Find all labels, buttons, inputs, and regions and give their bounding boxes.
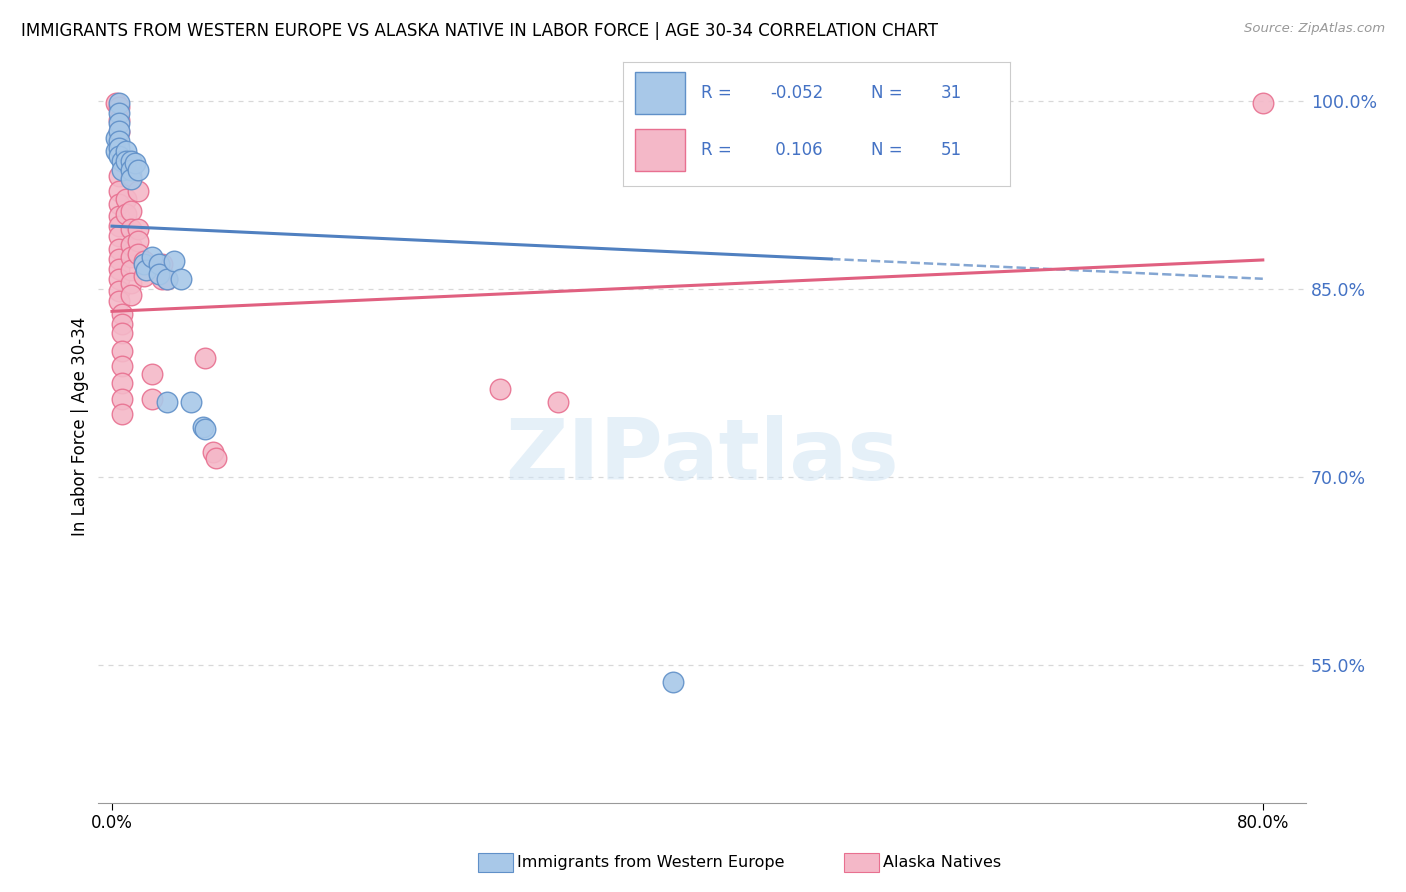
Point xyxy=(108,141,131,155)
Point xyxy=(108,116,131,130)
Point xyxy=(108,96,131,111)
Point xyxy=(108,285,131,299)
Point xyxy=(204,450,226,465)
Point xyxy=(120,288,142,302)
Point xyxy=(662,675,685,690)
Point xyxy=(111,407,134,421)
Point xyxy=(108,294,131,309)
Text: Alaska Natives: Alaska Natives xyxy=(883,855,1001,870)
Point xyxy=(120,204,142,219)
Point xyxy=(132,269,155,284)
Y-axis label: In Labor Force | Age 30-34: In Labor Force | Age 30-34 xyxy=(72,317,89,536)
Point xyxy=(127,184,149,198)
Point xyxy=(127,246,149,260)
Point xyxy=(141,251,163,265)
Point xyxy=(120,276,142,290)
Point xyxy=(108,124,131,138)
Point xyxy=(170,272,193,286)
Point xyxy=(108,261,131,276)
Point xyxy=(120,171,142,186)
Point xyxy=(115,206,138,220)
Point xyxy=(108,242,131,256)
Point xyxy=(201,444,224,458)
Point xyxy=(191,419,214,434)
Point xyxy=(111,326,134,340)
Point xyxy=(115,144,138,158)
Point xyxy=(108,106,131,120)
Point xyxy=(120,221,142,235)
Point xyxy=(108,112,131,127)
Point xyxy=(111,153,134,168)
Point xyxy=(120,162,142,177)
Point xyxy=(124,156,146,170)
Point xyxy=(108,169,131,183)
Point xyxy=(156,272,179,286)
Point xyxy=(108,209,131,223)
Point xyxy=(194,422,217,436)
Point xyxy=(120,238,142,252)
Point xyxy=(120,153,142,168)
Point xyxy=(163,254,186,268)
Point xyxy=(127,162,149,177)
Point xyxy=(108,149,131,163)
Point xyxy=(105,131,128,145)
Point xyxy=(115,153,138,168)
Point xyxy=(1251,96,1274,111)
Point xyxy=(547,394,569,409)
Point xyxy=(120,169,142,183)
Point xyxy=(111,162,134,177)
Point xyxy=(127,234,149,248)
Point xyxy=(111,317,134,331)
Point xyxy=(108,100,131,114)
Text: ZIPatlas: ZIPatlas xyxy=(505,415,898,499)
Point xyxy=(489,382,512,396)
Point xyxy=(108,125,131,139)
Text: Source: ZipAtlas.com: Source: ZipAtlas.com xyxy=(1244,22,1385,36)
Point xyxy=(120,251,142,265)
Point xyxy=(127,221,149,235)
Point xyxy=(141,392,163,406)
Point xyxy=(108,229,131,244)
Point xyxy=(105,144,128,158)
Point xyxy=(108,252,131,266)
Point xyxy=(111,307,134,321)
Point xyxy=(150,272,173,286)
Point xyxy=(105,96,128,111)
Point xyxy=(194,351,217,365)
Point xyxy=(148,267,170,281)
Point xyxy=(111,376,134,390)
Point xyxy=(141,367,163,381)
Point xyxy=(115,192,138,206)
Point xyxy=(120,263,142,277)
Point xyxy=(108,184,131,198)
Point xyxy=(132,257,155,271)
Point xyxy=(111,359,134,374)
Point xyxy=(156,272,179,286)
Point xyxy=(108,196,131,211)
Point xyxy=(108,134,131,148)
Point xyxy=(108,272,131,286)
Point xyxy=(132,254,155,268)
Point xyxy=(111,392,134,406)
Text: IMMIGRANTS FROM WESTERN EUROPE VS ALASKA NATIVE IN LABOR FORCE | AGE 30-34 CORRE: IMMIGRANTS FROM WESTERN EUROPE VS ALASKA… xyxy=(21,22,938,40)
Point xyxy=(108,219,131,234)
Point xyxy=(148,257,170,271)
Point xyxy=(156,394,179,409)
Point xyxy=(111,344,134,359)
Point xyxy=(150,257,173,271)
Point xyxy=(135,263,157,277)
Point xyxy=(180,394,202,409)
Text: Immigrants from Western Europe: Immigrants from Western Europe xyxy=(517,855,785,870)
